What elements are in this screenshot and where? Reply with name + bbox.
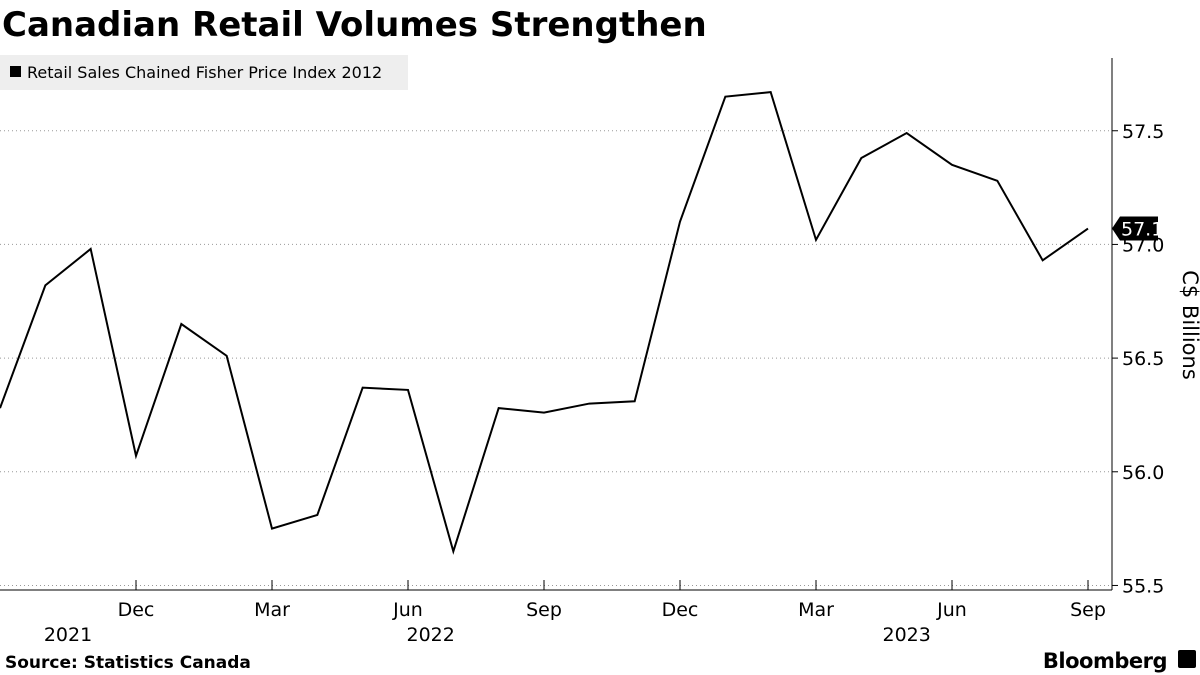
legend-swatch <box>10 66 21 77</box>
legend-box <box>0 55 408 90</box>
y-axis-label: C$ Billions <box>1178 270 1200 380</box>
x-tick-label: Jun <box>936 599 967 621</box>
legend-label: Retail Sales Chained Fisher Price Index … <box>27 63 382 82</box>
x-tick-label: Dec <box>118 599 155 621</box>
y-tick-label: 56.5 <box>1122 348 1164 370</box>
x-tick-label: Jun <box>392 599 423 621</box>
x-year-label: 2021 <box>44 624 92 646</box>
x-year-label: 2023 <box>882 624 930 646</box>
brand: Bloomberg <box>1043 649 1167 673</box>
y-tick-label: 57.5 <box>1122 121 1164 143</box>
x-year-label: 2022 <box>406 624 454 646</box>
x-tick-label: Dec <box>662 599 699 621</box>
x-tick-label: Mar <box>254 599 290 621</box>
x-tick-label: Mar <box>798 599 834 621</box>
y-tick-label: 55.5 <box>1122 575 1164 597</box>
value-label-bg <box>1112 216 1158 241</box>
value-label: 57.1 <box>1121 219 1163 241</box>
y-tick-label: 56.0 <box>1122 462 1164 484</box>
source: Source: Statistics Canada <box>5 653 251 673</box>
x-tick-label: Sep <box>1070 599 1106 621</box>
chart-title: Canadian Retail Volumes Strengthen <box>2 5 707 45</box>
brand-icon <box>1178 650 1196 668</box>
line-series <box>0 91 1089 555</box>
x-tick-label: Sep <box>526 599 562 621</box>
